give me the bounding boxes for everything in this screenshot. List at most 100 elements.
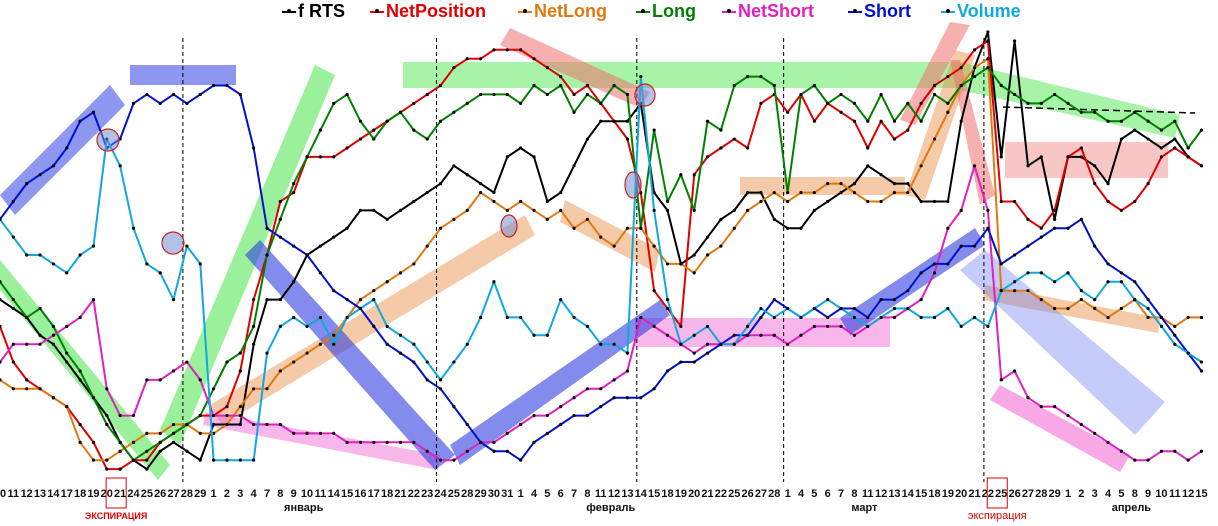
data-point	[505, 315, 509, 320]
legend-item-volume[interactable]: Volume	[941, 1, 1021, 22]
data-point	[572, 164, 576, 168]
data-point	[1079, 298, 1083, 302]
data-point	[385, 119, 389, 123]
data-point	[932, 271, 937, 275]
data-point	[1093, 110, 1097, 114]
data-point	[465, 208, 469, 212]
x-tick-label: 24	[127, 488, 140, 500]
x-tick-label: 14	[47, 488, 60, 500]
legend-item-netposition[interactable]: NetPosition	[370, 1, 486, 22]
data-point	[51, 262, 56, 266]
data-point	[732, 226, 736, 230]
data-point	[599, 387, 603, 391]
legend-item-netshort[interactable]: NetShort	[722, 1, 814, 22]
data-point	[625, 396, 630, 400]
data-point	[1199, 164, 1204, 168]
data-point	[425, 449, 429, 453]
data-point	[11, 298, 15, 302]
data-point	[1053, 208, 1057, 212]
legend-item-f-rts[interactable]: f RTS	[282, 1, 345, 22]
legend-item-short[interactable]: Short	[848, 1, 911, 22]
legend-item-netlong[interactable]: NetLong	[518, 1, 607, 22]
x-tick-label: 20	[688, 488, 700, 500]
x-tick-label: 15	[1195, 488, 1207, 500]
data-point	[839, 324, 843, 328]
legend-item-long[interactable]: Long	[636, 1, 696, 22]
data-point	[305, 324, 309, 328]
data-point	[906, 306, 910, 311]
data-point	[1173, 137, 1177, 141]
data-point	[986, 208, 990, 212]
data-point	[212, 422, 216, 427]
data-point	[198, 458, 202, 462]
x-tick-label: 5	[544, 488, 550, 500]
highlight-circle	[96, 128, 120, 152]
data-point	[705, 119, 710, 123]
data-point	[999, 83, 1003, 88]
data-point	[759, 315, 763, 320]
data-point	[719, 128, 723, 132]
x-tick-label: 7	[264, 488, 270, 500]
data-point	[1106, 315, 1110, 320]
data-point	[585, 324, 590, 328]
data-point	[852, 333, 857, 337]
legend-swatch	[848, 8, 862, 13]
x-tick-label: 15	[341, 488, 353, 500]
data-point	[212, 83, 216, 88]
legend-label: NetLong	[534, 1, 607, 21]
data-point	[866, 199, 870, 204]
data-point	[585, 387, 590, 391]
data-point	[185, 244, 189, 248]
data-point	[799, 92, 803, 97]
x-tick-label: 25	[448, 488, 460, 500]
data-point	[51, 324, 56, 328]
data-point	[639, 226, 643, 230]
data-point	[1066, 271, 1070, 275]
data-point	[532, 333, 536, 337]
data-point	[492, 92, 496, 97]
data-point	[772, 217, 776, 221]
x-tick-label: 6	[558, 488, 564, 500]
data-point	[665, 262, 670, 266]
data-point	[519, 199, 523, 204]
data-point	[1119, 280, 1123, 284]
data-point	[265, 422, 269, 427]
data-point	[692, 253, 696, 257]
data-point	[238, 422, 242, 427]
data-point	[705, 253, 710, 257]
data-point	[225, 360, 229, 364]
data-point	[1173, 449, 1177, 453]
x-tick-label: 21	[114, 488, 126, 500]
data-point	[372, 298, 376, 302]
data-point	[879, 92, 883, 97]
data-point	[652, 128, 656, 132]
data-point	[946, 262, 950, 266]
data-point	[879, 173, 883, 177]
data-point	[1053, 217, 1057, 221]
data-point	[545, 66, 549, 70]
data-point	[759, 306, 763, 311]
data-point	[1119, 208, 1123, 212]
data-point	[1026, 396, 1030, 400]
data-point	[679, 324, 683, 328]
x-tick-label: 28	[1035, 488, 1047, 500]
trend-band	[950, 60, 995, 205]
data-point	[171, 369, 176, 373]
data-point	[265, 253, 269, 257]
data-point	[1106, 199, 1110, 204]
data-point	[892, 190, 897, 195]
data-point	[1186, 351, 1190, 355]
data-point	[1013, 253, 1017, 257]
data-point	[585, 83, 590, 88]
x-tick-label: 25	[995, 488, 1007, 500]
data-point	[532, 440, 536, 444]
data-point	[679, 262, 683, 266]
data-point	[425, 360, 429, 364]
x-tick-label: 4	[798, 488, 805, 500]
x-tick-label: 5	[811, 488, 817, 500]
data-point	[572, 413, 576, 418]
data-point	[839, 190, 843, 195]
data-point	[65, 324, 69, 328]
trend-band	[635, 318, 890, 347]
